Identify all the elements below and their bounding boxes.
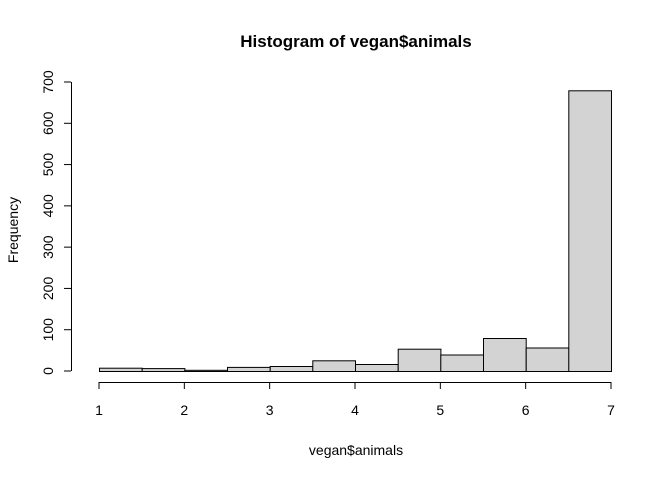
x-tick-label: 5 <box>436 402 444 418</box>
x-axis-label: vegan$animals <box>309 442 403 458</box>
histogram-bar <box>312 360 356 372</box>
x-axis: 1 2 3 4 5 6 7 <box>95 382 615 418</box>
chart-title: Histogram of vegan$animals <box>240 32 471 51</box>
x-tick-label: 2 <box>180 402 188 418</box>
histogram-bar <box>483 338 527 372</box>
y-axis-label: Frequency <box>5 197 21 263</box>
x-tick-label: 1 <box>95 402 103 418</box>
y-axis: 0 100 200 300 400 500 600 700 <box>40 70 72 375</box>
histogram-bar <box>355 364 399 372</box>
histogram-bar <box>440 354 484 372</box>
histogram-bar <box>568 90 612 373</box>
y-tick-label: 0 <box>40 367 56 375</box>
y-tick-label: 600 <box>40 111 56 135</box>
x-tick-label: 7 <box>607 402 615 418</box>
x-tick-label: 3 <box>266 402 274 418</box>
histogram-bar <box>269 366 314 372</box>
histogram-bar <box>397 348 442 373</box>
y-tick-label: 700 <box>40 70 56 94</box>
histogram-bar <box>227 366 271 372</box>
y-tick-label: 500 <box>40 153 56 177</box>
histogram-bar <box>99 367 143 373</box>
y-tick-label: 300 <box>40 235 56 259</box>
x-tick-label: 4 <box>351 402 359 418</box>
y-tick-label: 200 <box>40 277 56 301</box>
histogram-bar <box>525 347 570 372</box>
x-tick-label: 6 <box>522 402 530 418</box>
histogram-bar <box>141 368 186 373</box>
y-tick-label: 400 <box>40 194 56 218</box>
histogram-bar <box>184 369 229 372</box>
bars-group <box>99 90 612 373</box>
y-tick-label: 100 <box>40 318 56 342</box>
